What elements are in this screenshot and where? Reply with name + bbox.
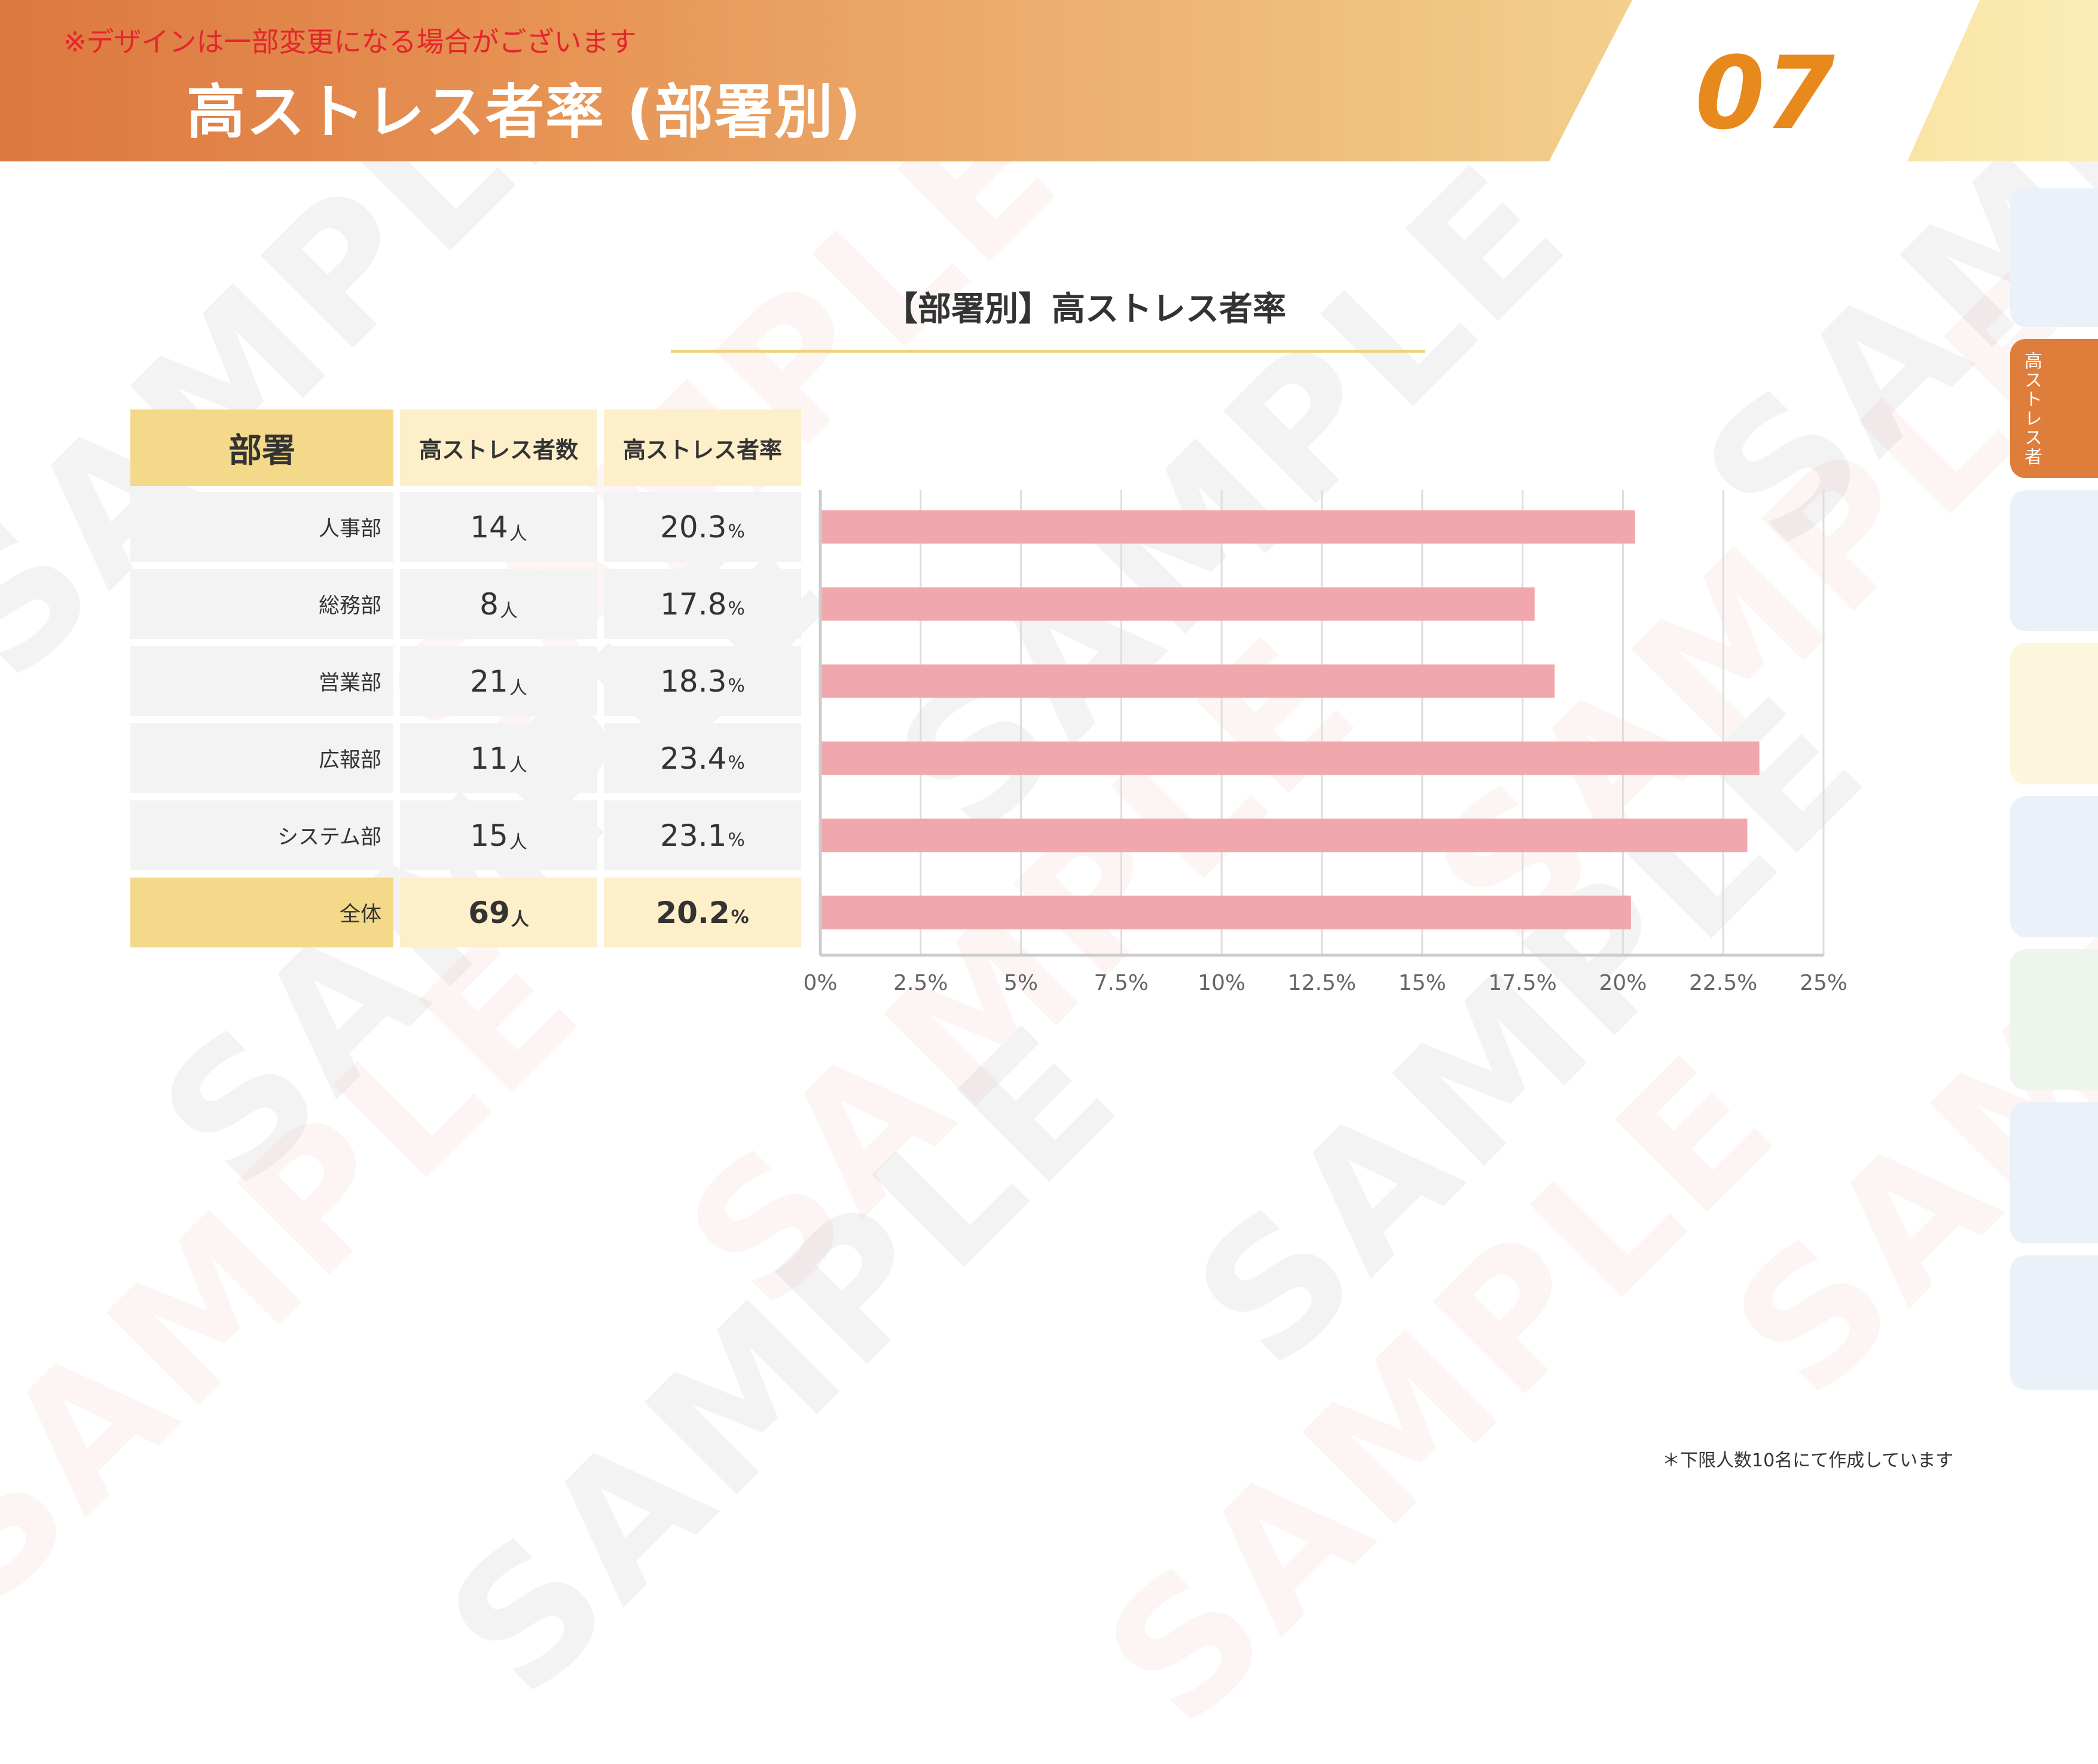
department-name: 人事部: [130, 492, 393, 562]
high-stress-rate: 18.3%: [604, 646, 801, 716]
department-name: 営業部: [130, 646, 393, 716]
side-tab[interactable]: [2010, 490, 2098, 631]
x-tick-label: 22.5%: [1689, 971, 1757, 995]
side-tab-high-stress[interactable]: 高ストレス者: [2010, 339, 2098, 478]
department-name: 広報部: [130, 723, 393, 793]
side-tab[interactable]: [2010, 643, 2098, 784]
table-header-department: 部署: [130, 409, 393, 486]
table-header-rate: 高ストレス者率: [604, 409, 801, 486]
section-underline: [671, 350, 1425, 353]
side-tab[interactable]: [2010, 1102, 2098, 1243]
watermark: SAMPLE: [857, 124, 1607, 873]
watermark: SAMPLE: [409, 985, 1159, 1734]
watermark: SAMPLE: [1067, 1015, 1816, 1764]
section-title: 【部署別】高ストレス者率: [884, 290, 1286, 329]
bar: [820, 510, 1635, 544]
bar: [820, 818, 1748, 852]
department-name: システム部: [130, 800, 393, 870]
page-title: 高ストレス者率 (部署別): [187, 78, 862, 146]
table-header-count: 高ストレス者数: [400, 409, 597, 486]
department-name: 総務部: [130, 569, 393, 639]
design-change-notice: ※デザインは一部変更になる場合がございます: [63, 26, 637, 58]
x-tick-label: 12.5%: [1288, 971, 1356, 995]
high-stress-rate: 23.1%: [604, 800, 801, 870]
watermark: SAMPLE: [1395, 232, 2098, 981]
x-tick-label: 10%: [1198, 971, 1245, 995]
x-tick-label: 2.5%: [893, 971, 948, 995]
high-stress-count: 11 人: [400, 723, 597, 793]
side-tab[interactable]: [2010, 949, 2098, 1090]
bar: [820, 587, 1535, 621]
high-stress-rate: 20.3%: [604, 492, 801, 562]
department-name-total: 全体: [130, 878, 393, 947]
high-stress-count: 15 人: [400, 800, 597, 870]
page-number: 07: [1695, 35, 1835, 152]
x-tick-label: 5%: [1004, 971, 1038, 995]
high-stress-count: 14 人: [400, 492, 597, 562]
high-stress-count-total: 69 人: [400, 878, 597, 947]
watermark: SAMPLE: [1156, 656, 1906, 1405]
header-banner: [0, 0, 1632, 161]
bar: [820, 895, 1631, 930]
x-tick-label: 7.5%: [1094, 971, 1149, 995]
side-tab[interactable]: [2010, 1255, 2098, 1390]
x-tick-label: 17.5%: [1488, 971, 1556, 995]
footnote: ＊下限人数10名にて作成しています: [1662, 1450, 1954, 1471]
high-stress-rate: 23.4%: [604, 723, 801, 793]
watermark: SAMPLE: [0, 895, 621, 1644]
x-tick-label: 20%: [1599, 971, 1647, 995]
side-tab-label: 高ストレス者: [2021, 351, 2042, 466]
high-stress-rate-total: 20.2%: [604, 878, 801, 947]
high-stress-count: 21 人: [400, 646, 597, 716]
header-corner-accent: [1907, 0, 2098, 161]
x-tick-label: 0%: [803, 971, 837, 995]
x-tick-label: 15%: [1398, 971, 1446, 995]
bar: [820, 664, 1555, 698]
side-tab[interactable]: [2010, 796, 2098, 937]
side-tab[interactable]: [2010, 188, 2098, 327]
x-tick-label: 25%: [1800, 971, 1847, 995]
bar: [820, 741, 1760, 775]
high-stress-rate: 17.8%: [604, 569, 801, 639]
